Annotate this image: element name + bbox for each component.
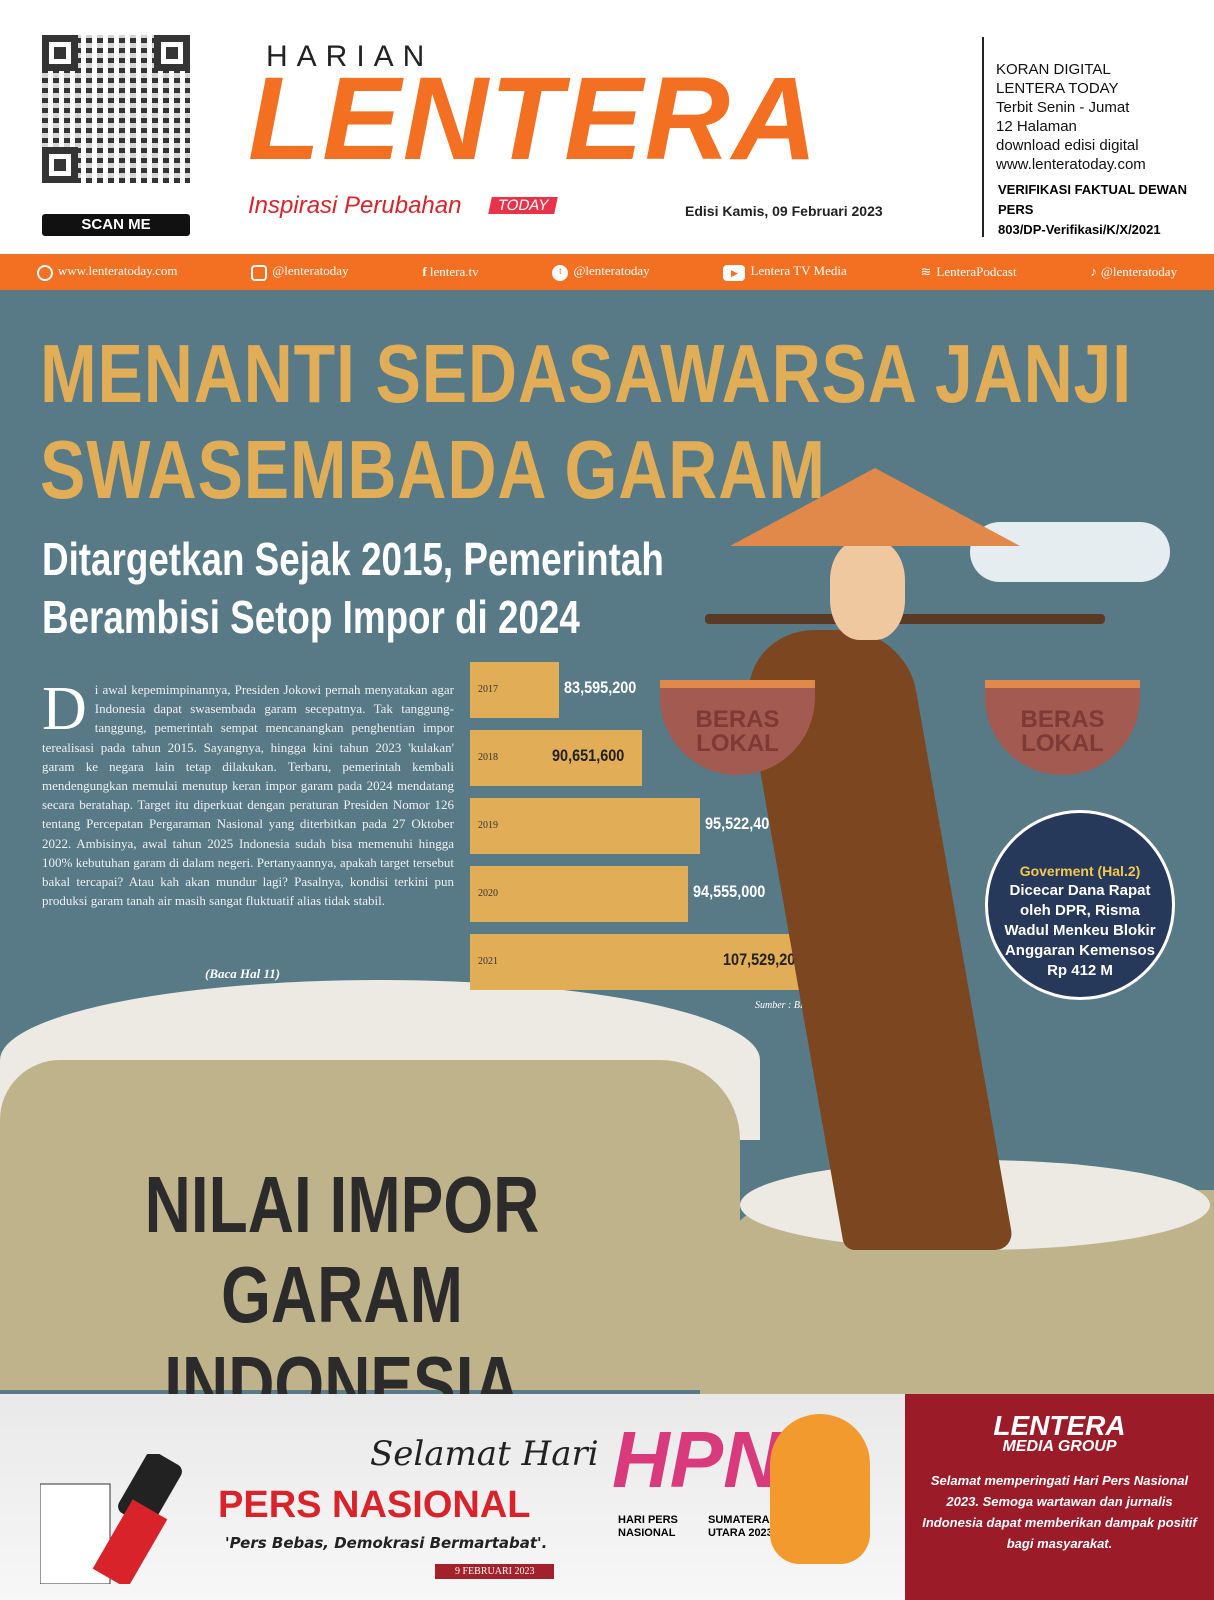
badge-text: Dicecar Dana Rapat oleh DPR, Risma Wadul… [1004, 882, 1156, 979]
info-line: Terbit Senin - Jumat [996, 99, 1130, 116]
motto: 'Pers Bebas, Demokrasi Bermartabat'. [225, 1534, 548, 1552]
twitter-icon: t [552, 264, 569, 281]
badge-kicker: Goverment (Hal.2) [1019, 863, 1141, 879]
farmer-face-illustration [830, 540, 905, 640]
youtube-icon: ▶ [723, 264, 746, 281]
conical-hat-illustration [730, 468, 1020, 546]
main-feature: MENANTI SEDASAWARSA JANJI SWASEMBADA GAR… [0, 290, 1214, 1394]
publication-info: KORAN DIGITAL LENTERA TODAY Terbit Senin… [996, 60, 1146, 174]
article-text: i awal kepemimpinannya, Presiden Jokowi … [42, 682, 454, 909]
social-label: LenteraPodcast [936, 264, 1017, 279]
microphone-icon [40, 1454, 182, 1584]
side-story-badge[interactable]: Goverment (Hal.2) Dicecar Dana Rapat ole… [985, 810, 1175, 1000]
lmg-logo-sub: MEDIA GROUP [1002, 1438, 1117, 1455]
qr-finder [154, 35, 190, 71]
qr-finder [42, 35, 78, 71]
social-youtube[interactable]: ▶ Lentera TV Media [723, 263, 847, 281]
social-website[interactable]: www.lenteratoday.com [36, 263, 178, 281]
lmg-logo: LENTERA [993, 1410, 1126, 1441]
masthead-logo: LENTERA [248, 53, 820, 185]
lmg-message: Selamat memperingati Hari Pers Nasional … [922, 1473, 1197, 1551]
chart-category-label: 2020 [478, 888, 498, 899]
tagline: Inspirasi Perubahan [248, 192, 462, 219]
tiger-mascot-illustration [770, 1414, 870, 1564]
info-line: KORAN DIGITAL [996, 61, 1111, 78]
chart-value-label: 95,522,400 [704, 814, 778, 833]
social-label: @lenteratoday [272, 263, 349, 279]
subheadline-line: Berambisi Setop Impor di 2024 [42, 591, 580, 643]
ad-date: 9 FEBRUARI 2023 [435, 1564, 555, 1579]
info-line: 12 Halaman [996, 118, 1077, 135]
hpn-advert: Selamat Hari PERS NASIONAL 'Pers Bebas, … [0, 1394, 1214, 1600]
chart-bar [470, 934, 841, 990]
carrying-pole-illustration [705, 614, 1105, 624]
chart-bar [470, 798, 700, 854]
sumut-label: SUMATERA UTARA 2023 [708, 1514, 773, 1539]
social-podcast[interactable]: ≋ LenteraPodcast [921, 264, 1017, 280]
verification-line: 803/DP-Verifikasi/K/X/2021 [998, 222, 1161, 237]
chart-category-label: 2021 [478, 956, 498, 967]
facebook-icon: f [422, 264, 430, 279]
subheadline-line: Ditargetkan Sejak 2015, Pemerintah [42, 533, 664, 585]
dropcap: D [42, 675, 87, 743]
social-label: www.lenteratoday.com [57, 263, 178, 279]
social-label: lentera.tv [429, 264, 479, 279]
podcast-icon: ≋ [920, 264, 932, 279]
basket-illustration: BERAS LOKAL [985, 680, 1140, 775]
chart-category-label: 2018 [478, 752, 498, 763]
website-link[interactable]: www.lenteratoday.com [996, 156, 1146, 173]
social-tiktok[interactable]: ♪ @lenteratoday [1090, 264, 1177, 280]
social-label: @lenteratoday [1100, 264, 1178, 279]
subheadline: Ditargetkan Sejak 2015, Pemerintah Beram… [42, 530, 762, 646]
chart-category-label: 2017 [478, 684, 498, 695]
social-label: @lenteratoday [573, 263, 650, 279]
social-facebook[interactable]: f lentera.tv [422, 264, 478, 280]
salt-sack-illustration [0, 1060, 740, 1390]
selamat-hari: Selamat Hari [370, 1434, 599, 1474]
divider [982, 37, 984, 237]
chart-source: Sumber : BPS [755, 1000, 812, 1011]
import-bar-chart: 2017 83,595,200 2018 90,651,600 2019 95,522,4… [470, 662, 890, 1022]
verification: VERIFIKASI FAKTUAL DEWAN PERS 803/DP-Ver… [998, 180, 1214, 240]
chart-bar [470, 662, 560, 718]
hpn-logo: HPN [612, 1415, 781, 1504]
advert-left: Selamat Hari PERS NASIONAL 'Pers Bebas, … [0, 1394, 905, 1600]
continued-link[interactable]: (Baca Hal 11) [205, 966, 281, 981]
today-badge: TODAY [488, 197, 559, 214]
hpn-label: HARI PERS NASIONAL [618, 1514, 678, 1539]
social-twitter[interactable]: t @lenteratoday [552, 263, 650, 281]
chart-bar [470, 730, 643, 786]
verification-line: VERIFIKASI FAKTUAL DEWAN PERS [998, 182, 1187, 217]
chart-value-label: 107,529,200 [722, 950, 804, 969]
chart-category-label: 2019 [478, 820, 498, 831]
advert-right: LENTERA MEDIA GROUP Selamat memperingati… [905, 1394, 1214, 1600]
pers-nasional: PERS NASIONAL [218, 1484, 531, 1526]
instagram-icon [251, 264, 268, 281]
globe-icon [36, 264, 53, 281]
tiktok-icon: ♪ [1090, 264, 1097, 279]
chart-bar [470, 866, 689, 922]
social-instagram[interactable]: @lenteratoday [251, 263, 349, 281]
chart-value-label: 94,555,000 [693, 882, 766, 901]
scan-me-label: SCAN ME [42, 214, 190, 236]
masthead-harian: HARIAN [266, 40, 434, 73]
info-line: download edisi digital [996, 137, 1139, 154]
edition-date: Edisi Kamis, 09 Februari 2023 [685, 203, 883, 219]
chart-value-label: 83,595,200 [564, 678, 637, 697]
chart-value-label: 90,651,600 [552, 746, 625, 765]
headline-line: MENANTI SEDASAWARSA JANJI [40, 327, 1132, 420]
headline-line: SWASEMBADA GARAM [40, 423, 826, 516]
headline: MENANTI SEDASAWARSA JANJI SWASEMBADA GAR… [40, 326, 1188, 518]
social-label: Lentera TV Media [750, 263, 847, 279]
social-bar: www.lenteratoday.com @lenteratoday f len… [0, 254, 1214, 290]
qr-finder [42, 147, 78, 183]
qr-code[interactable] [42, 35, 190, 183]
info-line: LENTERA TODAY [996, 80, 1119, 97]
chart-title: NILAI IMPOR GARAM INDONESIA (US$) [144, 1160, 540, 1394]
